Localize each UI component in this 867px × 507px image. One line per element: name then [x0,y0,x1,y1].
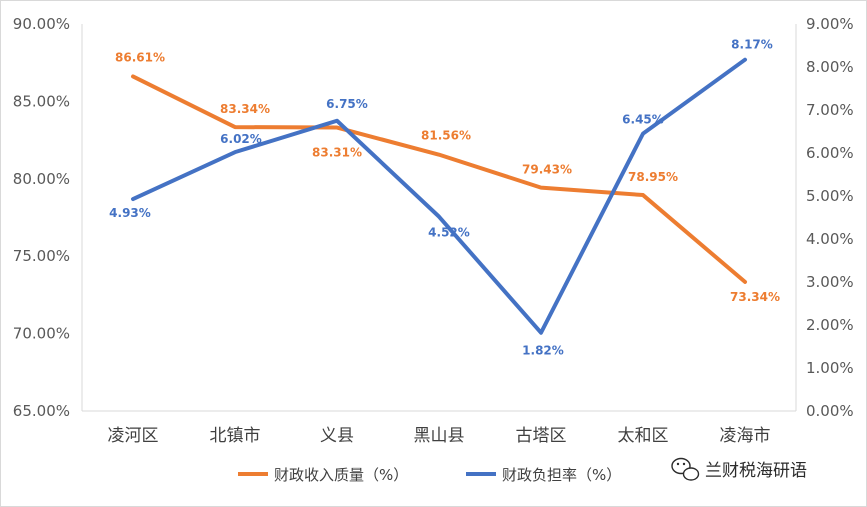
data-labels: 86.61% 83.34% 83.31% 81.56% 79.43% 78.95% 73.3… [109,38,780,358]
data-label-series-1: 79.43% [522,163,572,177]
y-left-tick-label: 85.00% [13,92,70,110]
data-label-series-1: 81.56% [421,129,471,143]
data-label-series-2: 6.75% [326,97,368,111]
data-label-series-1: 83.34% [220,102,270,116]
y-left-tick-label: 70.00% [13,325,70,343]
x-tick-label: 义县 [320,426,354,446]
data-label-series-2: 4.52% [428,226,470,240]
x-tick-label: 凌河区 [108,426,159,446]
watermark-text: 兰财税海研语 [705,461,807,481]
y-left-tick-label: 80.00% [13,170,70,188]
legend: 财政收入质量（%） 财政负担率（%） [238,466,621,484]
legend-label-1: 财政收入质量（%） [274,466,408,484]
y-right-tick-label: 9.00% [806,15,854,33]
x-tick-label: 太和区 [618,426,669,446]
x-tick-label: 古塔区 [516,426,567,446]
wechat-icon [671,457,700,481]
y-right-tick-label: 1.00% [806,359,854,377]
category-labels: 凌河区 北镇市 义县 黑山县 古塔区 太和区 凌海市 [108,426,771,446]
data-label-series-2: 4.93% [109,206,151,220]
x-tick-label: 黑山县 [414,426,465,446]
y-right-tick-label: 3.00% [806,273,854,291]
data-label-series-1: 73.34% [730,290,780,304]
y-left-tick-label: 90.00% [13,15,70,33]
series-line-2 [131,57,747,335]
legend-label-2: 财政负担率（%） [502,466,621,484]
y-right-tick-label: 5.00% [806,187,854,205]
axes: 65.00% 70.00% 75.00% 80.00% 85.00% 90.00% 0.00… [13,15,854,420]
data-label-series-1: 83.31% [312,146,362,160]
x-tick-label: 凌海市 [720,426,771,446]
y-right-tick-label: 2.00% [806,316,854,334]
watermark: 兰财税海研语 [671,457,807,481]
data-label-series-2: 1.82% [522,344,564,358]
data-label-series-1: 86.61% [115,50,165,64]
y-right-tick-label: 4.00% [806,230,854,248]
x-tick-label: 北镇市 [210,426,261,446]
y-right-tick-label: 7.00% [806,101,854,119]
data-label-series-2: 8.17% [731,38,773,52]
series-line-1 [131,74,747,284]
y-left-tick-label: 75.00% [13,247,70,265]
data-label-series-2: 6.45% [622,113,664,127]
series-layer [131,57,747,335]
y-right-tick-label: 6.00% [806,144,854,162]
data-label-series-1: 78.95% [628,170,678,184]
data-label-series-2: 6.02% [220,132,262,146]
y-right-tick-label: 8.00% [806,58,854,76]
y-left-tick-label: 65.00% [13,402,70,420]
y-right-tick-label: 0.00% [806,402,854,420]
